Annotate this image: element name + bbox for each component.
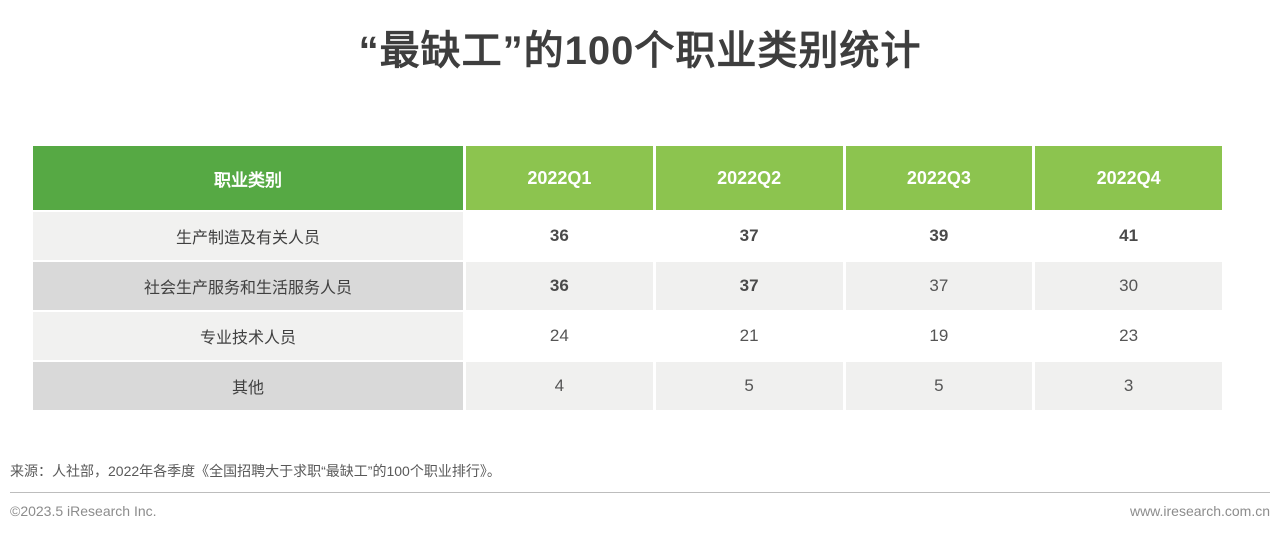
row-label: 生产制造及有关人员 <box>33 212 463 260</box>
value-cell: 5 <box>845 362 1033 410</box>
footer-divider <box>10 492 1270 493</box>
value-cell: 30 <box>1035 262 1222 310</box>
value-cell: 24 <box>466 312 653 360</box>
value-cell: 5 <box>655 362 843 410</box>
value-cell: 41 <box>1035 212 1222 260</box>
value-cell: 19 <box>845 312 1033 360</box>
row-label: 社会生产服务和生活服务人员 <box>33 262 463 310</box>
copyright-text: ©2023.5 iResearch Inc. <box>10 503 157 519</box>
row-label: 其他 <box>33 362 463 410</box>
column-header-2022Q2: 2022Q2 <box>655 146 843 210</box>
page-title: “最缺工”的100个职业类别统计 <box>358 29 922 73</box>
value-cell: 4 <box>466 362 653 410</box>
value-cell: 36 <box>466 212 653 260</box>
occupation-table: 职业类别 2022Q1 2022Q2 2022Q3 2022Q4 生产制造及有关人员 36 3… <box>33 146 1222 410</box>
website-url: www.iresearch.com.cn <box>1129 503 1270 519</box>
value-cell: 23 <box>1035 312 1222 360</box>
value-cell: 37 <box>845 262 1033 310</box>
source-note: 来源：人社部，2022年各季度《全国招聘大于求职“最缺工”的100个职业排行》。 <box>10 463 501 479</box>
value-cell: 37 <box>655 212 843 260</box>
value-cell: 39 <box>845 212 1033 260</box>
value-cell: 36 <box>466 262 653 310</box>
value-cell: 3 <box>1035 362 1222 410</box>
column-header-2022Q1: 2022Q1 <box>466 146 653 210</box>
value-cell: 37 <box>655 262 843 310</box>
column-header-category: 职业类别 <box>33 146 463 210</box>
column-header-2022Q4: 2022Q4 <box>1035 146 1222 210</box>
row-label: 专业技术人员 <box>33 312 463 360</box>
value-cell: 21 <box>655 312 843 360</box>
column-header-2022Q3: 2022Q3 <box>845 146 1033 210</box>
